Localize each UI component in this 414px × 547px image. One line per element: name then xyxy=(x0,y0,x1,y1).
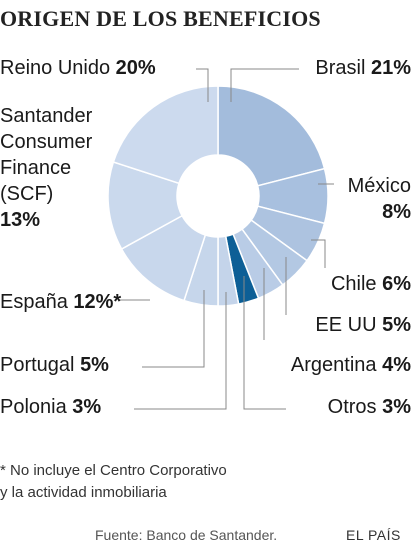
leader-brasil xyxy=(230,68,299,102)
label-ee-uu: EE UU 5% xyxy=(315,314,411,336)
label-argentina: Argentina 4% xyxy=(291,354,411,376)
value-espana: 12%* xyxy=(73,291,121,313)
publisher-brand: EL PAÍS xyxy=(346,527,401,543)
value-otros: 3% xyxy=(382,396,411,418)
slice-labels: Brasil 21% México 8% Chile 6% EE UU 5% Argent… xyxy=(0,57,411,418)
leader-polonia xyxy=(134,292,227,410)
label-santander-consumer-finance-scf-line-3: Finance xyxy=(0,157,71,179)
label-espana: España 12%* xyxy=(0,291,121,313)
label-polonia: Polonia 3% xyxy=(0,396,101,418)
leader-reino-unido xyxy=(196,68,209,102)
footnote-line-2: y la actividad inmobiliaria xyxy=(0,484,167,501)
footnote-line-1: * No incluye el Centro Corporativo xyxy=(0,462,227,479)
label-portugal: Portugal 5% xyxy=(0,354,109,376)
label-santander-consumer-finance-scf-line-2: Consumer xyxy=(0,131,93,153)
value-chile: 6% xyxy=(382,273,411,295)
donut-chart: Brasil 21% México 8% Chile 6% EE UU 5% Argent… xyxy=(0,57,411,418)
label-reino-unido: Reino Unido 20% xyxy=(0,57,156,79)
chart-title: ORIGEN DE LOS BENEFICIOS xyxy=(0,6,321,31)
donut-slices xyxy=(107,85,329,307)
leader-chile xyxy=(311,239,326,268)
leader-lines xyxy=(118,68,334,410)
slice-reino-unido xyxy=(112,85,219,185)
value-ee-uu: 5% xyxy=(382,314,411,336)
label-brasil: Brasil 21% xyxy=(315,57,411,79)
value-portugal: 5% xyxy=(80,354,109,376)
value-polonia: 3% xyxy=(72,396,101,418)
value-argentina: 4% xyxy=(382,354,411,376)
value-reino-unido: 20% xyxy=(116,57,156,79)
leader-otros xyxy=(243,276,286,410)
value-santander-consumer-finance-scf: 13% xyxy=(0,209,40,231)
label-santander-consumer-finance-scf-line-4: (SCF) xyxy=(0,183,53,205)
slice-brasil xyxy=(217,85,326,187)
value-mexico: 8% xyxy=(382,201,411,223)
label-santander-consumer-finance-scf-line-1: Santander xyxy=(0,105,93,127)
label-otros: Otros 3% xyxy=(328,396,412,418)
leader-portugal xyxy=(142,290,205,368)
label-chile: Chile 6% xyxy=(331,273,411,295)
source-credit: Fuente: Banco de Santander. xyxy=(95,527,278,543)
label-mexico: México xyxy=(348,175,411,197)
value-brasil: 21% xyxy=(371,57,411,79)
